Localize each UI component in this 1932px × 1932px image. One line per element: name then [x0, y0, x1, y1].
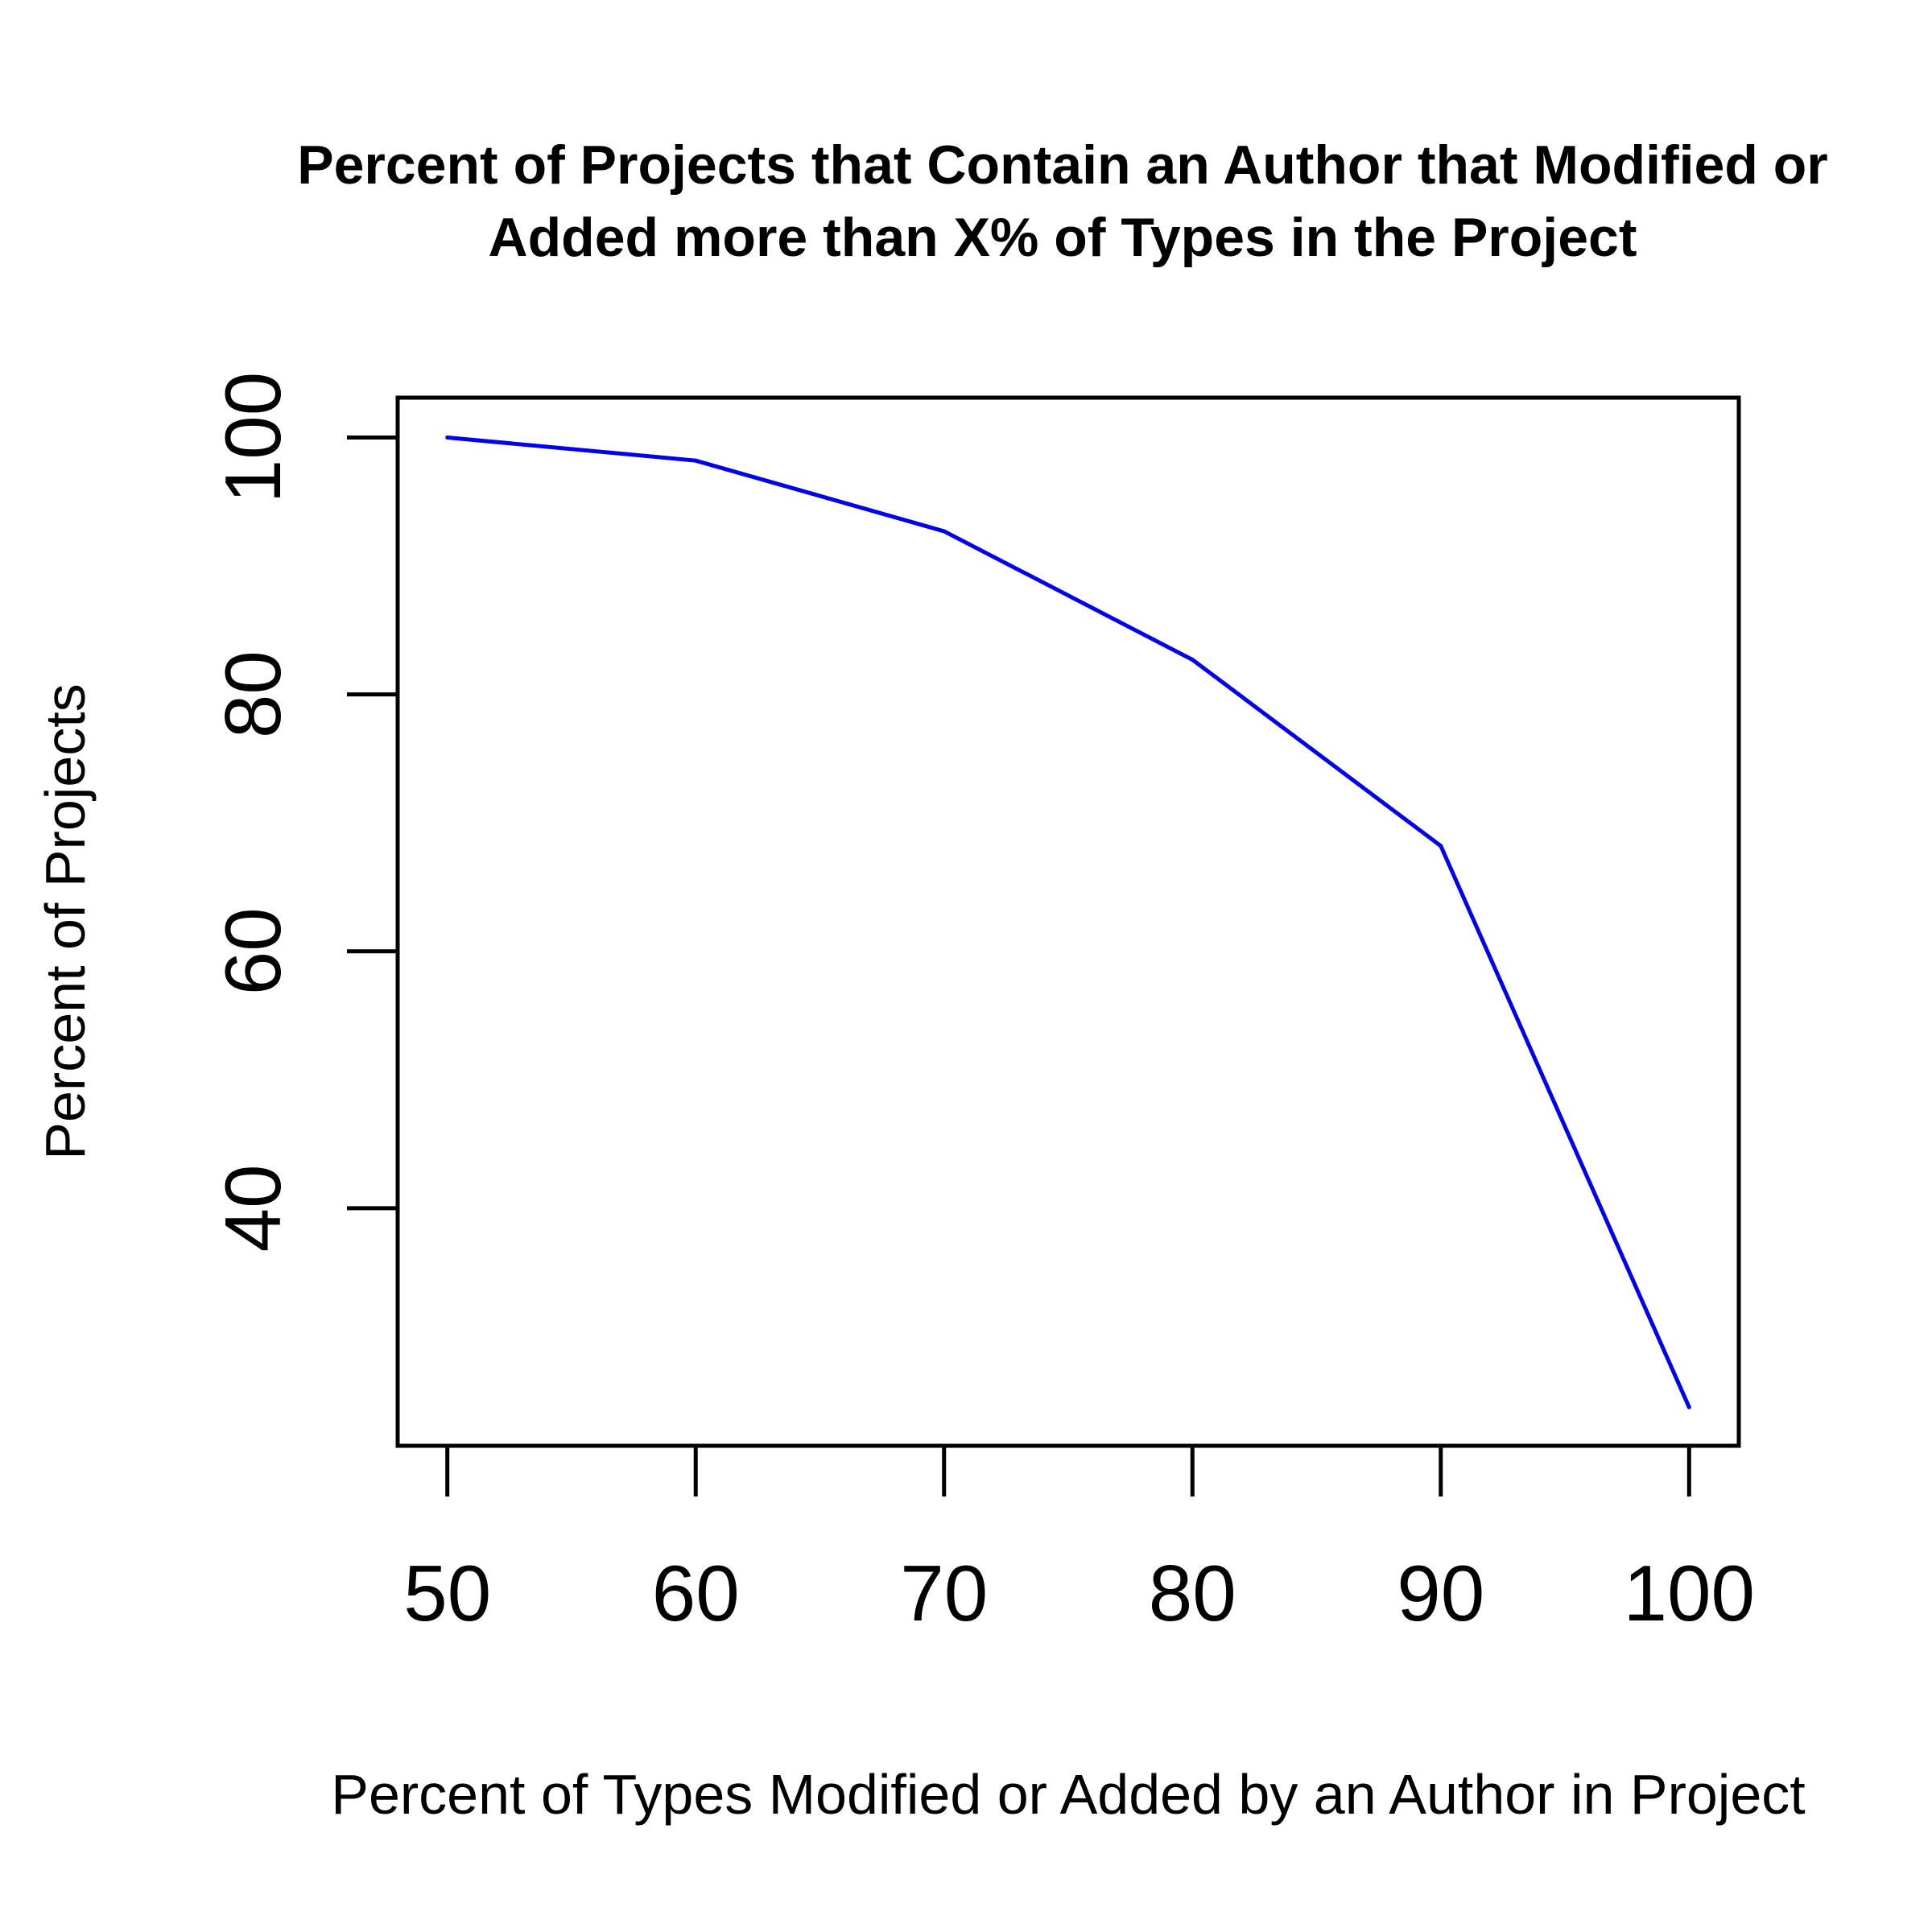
- chart-title-line-1: Percent of Projects that Contain an Auth…: [297, 134, 1828, 196]
- data-point: [942, 529, 947, 534]
- x-tick-label: 90: [1397, 1549, 1484, 1637]
- x-tick-label: 100: [1624, 1549, 1756, 1637]
- y-axis-label: Percent of Projects: [34, 683, 97, 1159]
- x-axis-label: Percent of Types Modified or Added by an…: [331, 1763, 1805, 1826]
- x-tick-label: 60: [652, 1549, 740, 1637]
- y-tick-label: 60: [208, 907, 297, 995]
- data-point: [1686, 1405, 1691, 1410]
- chart-title: Percent of Projects that Contain an Auth…: [297, 134, 1828, 268]
- x-tick-label: 50: [403, 1549, 491, 1637]
- y-tick-label: 80: [208, 650, 297, 738]
- x-tick-label: 80: [1149, 1549, 1236, 1637]
- data-point: [1439, 844, 1443, 848]
- chart-title-line-2: Added more than X% of Types in the Proje…: [489, 207, 1637, 268]
- series-group: [445, 435, 1691, 1410]
- data-point: [445, 435, 450, 440]
- y-tick-label: 100: [208, 372, 297, 504]
- x-axis: 50 60 70 80 90 100: [403, 1443, 1756, 1637]
- y-tick-label: 40: [208, 1164, 297, 1252]
- data-point: [1190, 658, 1195, 662]
- series-line-0: [447, 435, 1691, 1409]
- y-axis: 40 60 80 100: [208, 372, 400, 1252]
- x-tick-label: 70: [900, 1549, 988, 1637]
- data-point: [693, 458, 698, 463]
- plot-area-frame: [395, 395, 1741, 1448]
